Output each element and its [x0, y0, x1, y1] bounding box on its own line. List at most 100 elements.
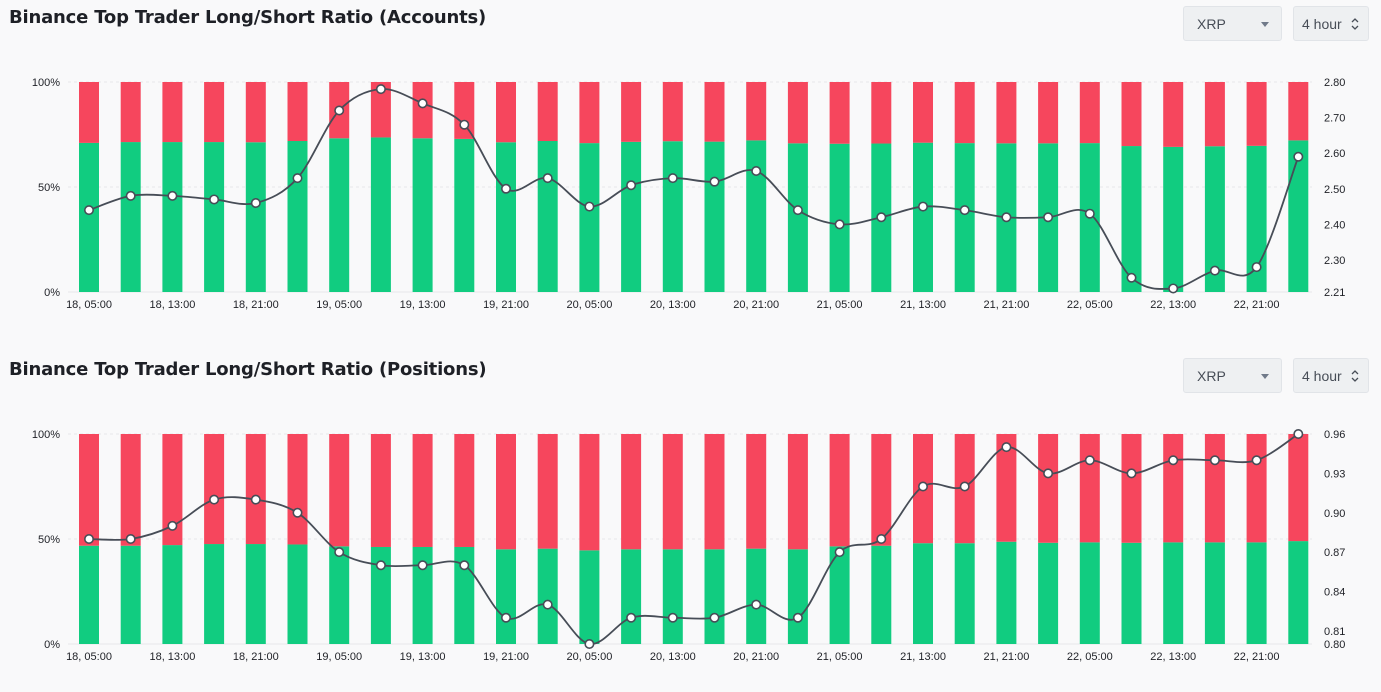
- accounts-long-bar: [1246, 145, 1267, 292]
- positions-long-bar: [1204, 542, 1225, 644]
- accounts-long-bar: [79, 142, 99, 292]
- accounts-short-bar: [162, 82, 183, 143]
- accounts-left-axis-tick: 0%: [44, 287, 60, 299]
- positions-right-axis-tick: 0.80: [1324, 639, 1345, 651]
- positions-right-axis-tick: 0.93: [1324, 468, 1345, 480]
- positions-x-axis-tick: 19, 05:00: [316, 651, 362, 663]
- positions-ratio-point: [84, 534, 95, 545]
- positions-ratio-point: [1251, 455, 1262, 466]
- accounts-ratio-point: [1084, 208, 1095, 219]
- caret-down-icon: [1261, 374, 1269, 379]
- accounts-short-bar: [120, 82, 141, 143]
- positions-short-bar: [454, 434, 475, 547]
- accounts-long-bar: [245, 142, 266, 292]
- accounts-short-bar: [496, 82, 516, 143]
- accounts-short-bar: [579, 82, 600, 144]
- positions-ratio-point: [1084, 455, 1095, 466]
- accounts-short-bar: [662, 82, 683, 142]
- accounts-long-bar: [1204, 146, 1225, 292]
- positions-ratio-point: [417, 560, 428, 571]
- positions-ratio-point: [500, 612, 511, 623]
- accounts-short-bar: [370, 82, 391, 138]
- accounts-right-axis-tick: 2.60: [1324, 148, 1345, 160]
- accounts-long-bar: [537, 141, 558, 292]
- positions-long-bar: [829, 546, 850, 644]
- positions-x-axis-tick: 21, 21:00: [983, 651, 1029, 663]
- accounts-right-axis-tick: 2.70: [1324, 113, 1345, 125]
- positions-short-bar: [537, 434, 558, 549]
- positions-x-axis-tick: 20, 13:00: [650, 651, 696, 663]
- positions-ratio-point: [209, 494, 220, 505]
- accounts-short-bar: [1079, 82, 1100, 144]
- accounts-x-axis-tick: 18, 21:00: [233, 299, 279, 311]
- positions-interval-select[interactable]: 4 hour: [1293, 358, 1369, 393]
- positions-long-bar: [1079, 542, 1100, 644]
- positions-short-bar: [1288, 434, 1309, 542]
- accounts-short-bar: [245, 82, 266, 143]
- positions-ratio-point: [667, 612, 678, 623]
- accounts-short-bar: [1121, 82, 1142, 147]
- accounts-ratio-point: [1126, 272, 1137, 283]
- positions-chart[interactable]: 0% 50% 100% 0.800.81 0.84 0.87 0.90 0.93 0.96 18,…: [0, 352, 1381, 692]
- positions-right-axis-tick: 0.90: [1324, 508, 1345, 520]
- accounts-x-axis-tick: 21, 21:00: [983, 299, 1029, 311]
- accounts-right-axis-tick: 2.50: [1324, 184, 1345, 196]
- positions-short-bar: [579, 434, 600, 551]
- positions-long-bar: [162, 545, 183, 644]
- positions-x-axis-tick: 18, 13:00: [149, 651, 195, 663]
- accounts-long-bar: [621, 141, 642, 292]
- positions-x-axis-tick: 18, 21:00: [233, 651, 279, 663]
- positions-left-axis-tick: 100%: [32, 429, 60, 441]
- chevron-up-down-icon: [1351, 370, 1359, 382]
- positions-short-bar: [787, 434, 808, 550]
- accounts-ratio-point: [292, 173, 303, 184]
- positions-short-bar: [370, 434, 391, 547]
- positions-ratio-point: [1209, 455, 1220, 466]
- positions-x-axis-tick: 22, 21:00: [1234, 651, 1280, 663]
- accounts-right-axis-tick: 2.30: [1324, 255, 1345, 267]
- positions-short-bar: [746, 434, 767, 549]
- accounts-ratio-point: [459, 119, 470, 130]
- positions-ratio-point: [542, 599, 553, 610]
- positions-x-axis-tick: 19, 21:00: [483, 651, 529, 663]
- accounts-ratio-point: [1251, 262, 1262, 273]
- positions-symbol-select[interactable]: XRP: [1183, 358, 1282, 393]
- accounts-long-bar: [579, 143, 600, 292]
- positions-long-bar: [454, 546, 475, 644]
- positions-ratio-point: [751, 599, 762, 610]
- accounts-long-bar: [287, 141, 308, 292]
- accounts-chart[interactable]: 0% 50% 100% 2.21 2.30 2.40 2.50 2.60 2.70 2.80 18,…: [0, 0, 1381, 340]
- positions-x-axis-tick: 19, 13:00: [400, 651, 446, 663]
- accounts-chart-title: Binance Top Trader Long/Short Ratio (Acc…: [9, 7, 487, 28]
- accounts-ratio-point: [1209, 265, 1220, 276]
- accounts-interval-select[interactable]: 4 hour: [1293, 6, 1369, 41]
- accounts-x-axis-tick: 21, 13:00: [900, 299, 946, 311]
- accounts-long-bar: [162, 142, 183, 292]
- positions-interval-value: 4 hour: [1302, 368, 1342, 384]
- accounts-short-bar: [204, 82, 225, 143]
- positions-x-axis-tick: 21, 13:00: [900, 651, 946, 663]
- accounts-ratio-point: [1001, 212, 1012, 223]
- accounts-short-bar: [913, 82, 933, 143]
- accounts-short-bar: [1288, 82, 1309, 141]
- positions-short-bar: [871, 434, 892, 546]
- accounts-symbol-select[interactable]: XRP: [1183, 6, 1282, 41]
- positions-ratio-point: [917, 481, 928, 492]
- positions-long-bar: [1288, 541, 1309, 644]
- accounts-short-bar: [412, 82, 433, 139]
- accounts-short-bar: [287, 82, 308, 142]
- positions-long-bar: [787, 549, 808, 644]
- accounts-short-bar: [746, 82, 767, 141]
- accounts-ratio-point: [959, 205, 970, 216]
- accounts-x-axis-tick: 20, 05:00: [566, 299, 612, 311]
- positions-ratio-point: [959, 481, 970, 492]
- accounts-ratio-point: [125, 190, 136, 201]
- accounts-long-bar: [454, 138, 475, 292]
- accounts-ratio-point: [250, 198, 261, 209]
- positions-long-bar: [579, 550, 600, 644]
- accounts-x-axis-tick: 20, 21:00: [733, 299, 779, 311]
- accounts-x-axis-tick: 18, 13:00: [149, 299, 195, 311]
- positions-right-axis-tick: 0.84: [1324, 587, 1345, 599]
- accounts-chart-panel: Binance Top Trader Long/Short Ratio (Acc…: [0, 0, 1381, 340]
- positions-ratio-point: [292, 507, 303, 518]
